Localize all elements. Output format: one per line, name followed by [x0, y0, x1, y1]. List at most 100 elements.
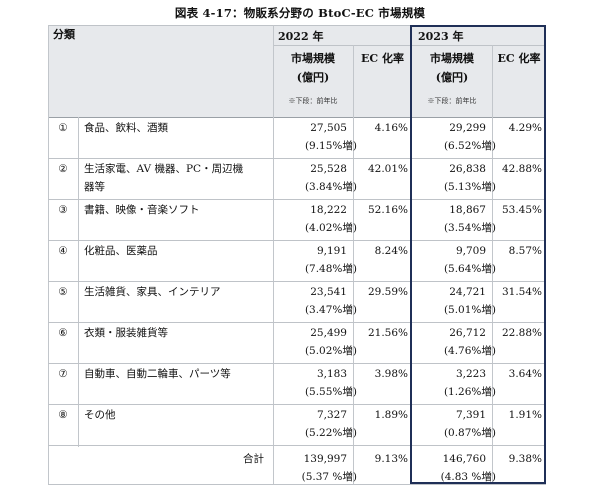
header-sub-line	[273, 45, 546, 46]
row-number: ⑥	[58, 327, 68, 339]
header-background-2022	[273, 25, 412, 117]
row-category-name: 書籍、映像・音楽ソフト	[84, 204, 200, 216]
header-unit-2022: (億円)	[296, 71, 330, 84]
row-number: ④	[58, 245, 68, 257]
row-growth-2023: (5.64%増)	[443, 263, 496, 275]
category-column-divider	[273, 25, 274, 484]
header-ec-rate-2022: EC 化率	[361, 52, 404, 65]
row-growth-2023: (4.76%増)	[443, 345, 496, 357]
row-growth-2022: (5.22%増)	[304, 427, 357, 439]
row-ec-rate-2023: 3.64%	[508, 368, 542, 380]
header-note-2022: ※下段：前年比	[288, 97, 338, 105]
row-category-name: 衣類・服装雑貨等	[84, 327, 168, 339]
row-growth-2022: (9.15%増)	[304, 140, 357, 152]
number-column-divider	[78, 117, 79, 447]
header-market-size-2022: 市場規模	[291, 52, 335, 65]
row-number: ⑤	[58, 286, 68, 298]
row-ec-rate-2022: 8.24%	[374, 245, 408, 257]
row-divider	[48, 322, 546, 323]
row-value-2023: 18,867	[449, 204, 486, 216]
header-ec-rate-2023: EC 化率	[497, 52, 541, 65]
row-ec-rate-2023: 53.45%	[501, 204, 542, 216]
row-category-name: 化粧品、医薬品	[84, 245, 158, 257]
row-value-2023: 24,721	[449, 286, 486, 298]
row-divider	[48, 363, 546, 364]
row-ec-rate-2022: 29.59%	[367, 286, 408, 298]
header-background-2023	[412, 25, 546, 117]
row-value-2023: 7,391	[455, 409, 486, 421]
row-value-2022: 27,505	[310, 122, 347, 134]
row-category-name-continued: 器等	[84, 181, 105, 193]
row-ec-rate-2023: 8.57%	[508, 245, 542, 257]
row-value-2022: 23,541	[310, 286, 347, 298]
market-size-table: 分類 2022 年 2023 年 市場規模 (億円) ※下段：前年比 EC 化率…	[48, 25, 556, 486]
row-number: ②	[58, 163, 68, 175]
row-growth-2023: (3.54%増)	[443, 222, 496, 234]
row-value-2023: 9,709	[455, 245, 486, 257]
row-ec-rate-2023: 1.91%	[508, 409, 542, 421]
row-growth-2023: (5.01%増)	[443, 304, 496, 316]
row-category-name: 食品、飲料、酒類	[84, 122, 168, 134]
ec-rate-2022-divider	[353, 45, 354, 484]
row-ec-rate-2023: 4.29%	[508, 122, 542, 134]
total-growth-2023: (4.83 %増)	[440, 471, 496, 483]
total-growth-2022: (5.37 %増)	[301, 471, 357, 483]
row-growth-2023: (1.26%増)	[443, 386, 496, 398]
row-divider	[48, 445, 546, 446]
table-left-border	[48, 25, 49, 484]
header-top-line	[48, 25, 546, 26]
row-ec-rate-2022: 4.16%	[374, 122, 408, 134]
row-ec-rate-2023: 22.88%	[501, 327, 542, 339]
figure-title: 図表 4-17：物販系分野の BtoC-EC 市場規模	[174, 6, 426, 20]
header-background	[48, 25, 273, 117]
row-value-2023: 3,223	[455, 368, 486, 380]
row-value-2022: 25,528	[310, 163, 347, 175]
row-ec-rate-2023: 31.54%	[501, 286, 542, 298]
ec-rate-2023-divider	[492, 45, 493, 484]
header-year-2022: 2022 年	[278, 30, 324, 43]
row-category-name: 生活家電、AV 機器、PC・周辺機	[84, 163, 244, 175]
row-number: ⑦	[58, 368, 68, 380]
row-growth-2022: (4.02%増)	[304, 222, 357, 234]
row-value-2022: 9,191	[316, 245, 347, 257]
row-ec-rate-2022: 21.56%	[367, 327, 408, 339]
row-growth-2023: (5.13%増)	[443, 181, 496, 193]
row-growth-2022: (5.02%増)	[304, 345, 357, 357]
total-ec-rate-2023: 9.38%	[508, 453, 542, 465]
row-value-2023: 26,838	[449, 163, 486, 175]
row-growth-2022: (3.47%増)	[304, 304, 357, 316]
header-year-2023: 2023 年	[418, 30, 464, 43]
total-label: 合計	[243, 453, 264, 465]
row-value-2022: 25,499	[310, 327, 347, 339]
row-growth-2023: (0.87%増)	[443, 427, 496, 439]
row-value-2022: 7,327	[316, 409, 347, 421]
total-value-2023: 146,760	[442, 453, 486, 465]
header-note-2023: ※下段：前年比	[427, 97, 477, 105]
header-market-size-2023: 市場規模	[430, 52, 474, 65]
row-value-2022: 18,222	[310, 204, 347, 216]
row-ec-rate-2022: 52.16%	[367, 204, 408, 216]
row-growth-2022: (3.84%増)	[304, 181, 357, 193]
row-number: ⑧	[58, 409, 68, 421]
row-divider	[48, 281, 546, 282]
header-category: 分類	[53, 28, 75, 41]
row-growth-2022: (5.55%増)	[304, 386, 357, 398]
row-growth-2022: (7.48%増)	[304, 263, 357, 275]
row-divider	[48, 199, 546, 200]
table-bottom-line	[48, 484, 546, 485]
row-value-2023: 26,712	[449, 327, 486, 339]
row-value-2022: 3,183	[316, 368, 347, 380]
row-divider	[48, 404, 546, 405]
row-growth-2023: (6.52%増)	[443, 140, 496, 152]
row-ec-rate-2023: 42.88%	[501, 163, 542, 175]
row-number: ①	[58, 122, 68, 134]
row-divider	[48, 240, 546, 241]
total-ec-rate-2022: 9.13%	[374, 453, 408, 465]
row-divider	[48, 158, 546, 159]
header-unit-2023: (億円)	[435, 71, 469, 84]
row-category-name: 自動車、自動二輪車、パーツ等	[84, 368, 231, 380]
row-ec-rate-2022: 1.89%	[374, 409, 408, 421]
row-value-2023: 29,299	[449, 122, 486, 134]
row-number: ③	[58, 204, 68, 216]
row-ec-rate-2022: 3.98%	[374, 368, 408, 380]
